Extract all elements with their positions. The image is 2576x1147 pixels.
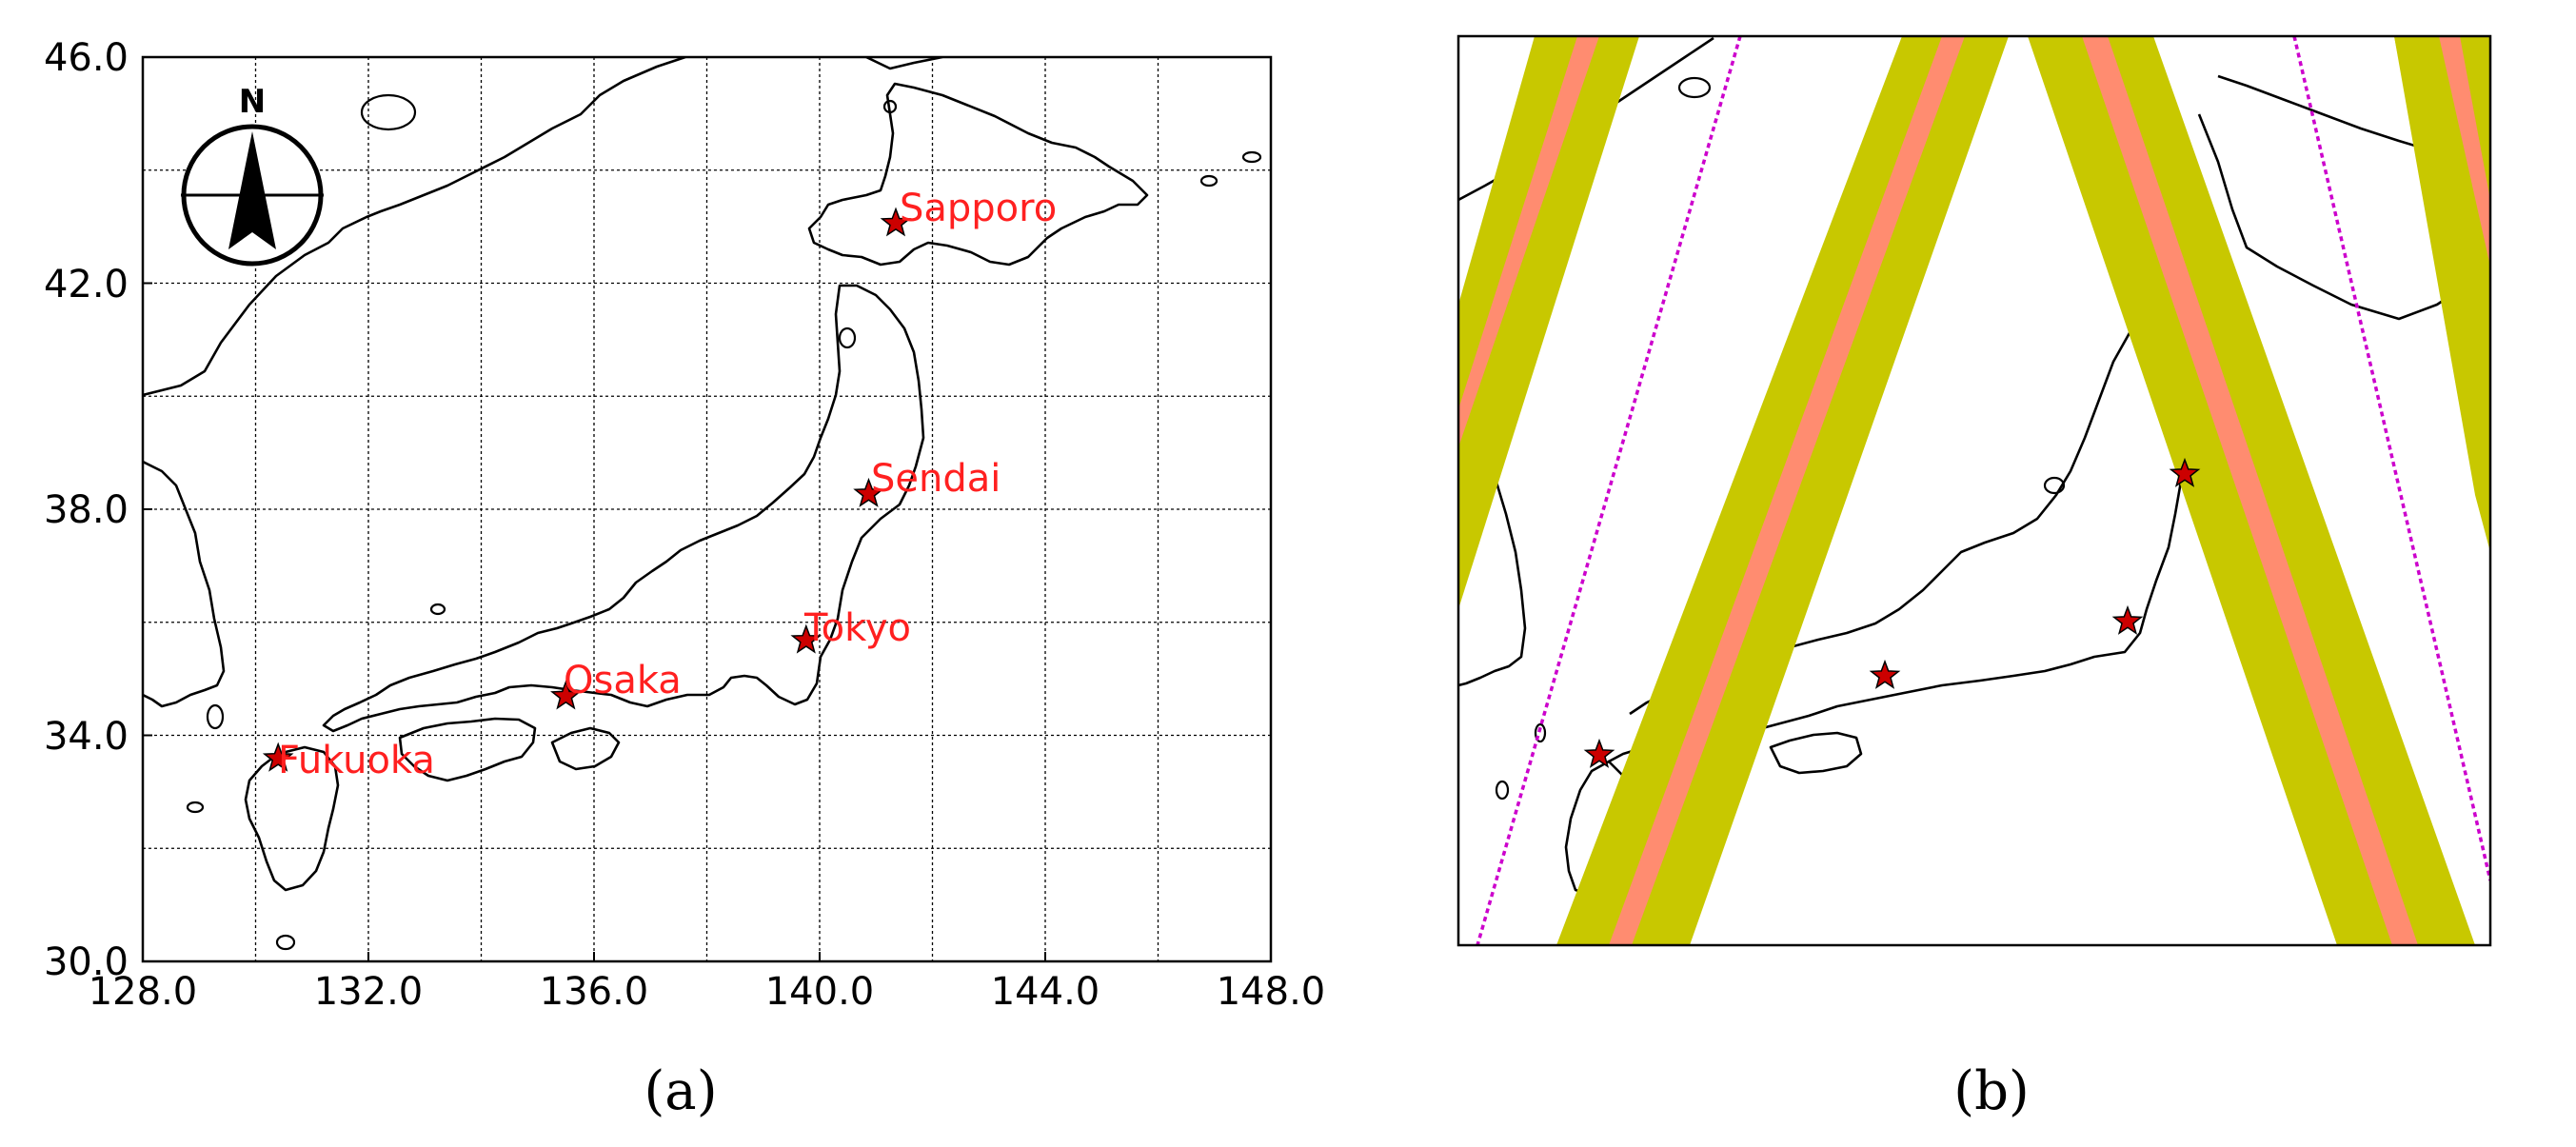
track-line <box>1476 36 1742 945</box>
city-label-sendai: Sendai <box>871 457 1001 501</box>
swath-band <box>2394 36 2490 552</box>
x-tick-label: 132.0 <box>314 970 424 1014</box>
panel-a-tick-marks <box>142 56 1272 962</box>
city-label-tokyo: Tokyo <box>803 606 911 650</box>
panel-a: 128.0 132.0 136.0 140.0 144.0 148.0 30.0… <box>44 36 1325 1122</box>
city-marker-osaka <box>1869 659 1901 689</box>
north-arrow-icon: N <box>181 83 324 267</box>
city-marker-fukuoka <box>1583 738 1615 768</box>
panel-a-gridlines <box>143 57 1271 961</box>
city-markers <box>1583 457 2201 768</box>
y-tick-label: 38.0 <box>44 488 129 532</box>
swath-band <box>1458 36 1639 609</box>
y-tick-label: 34.0 <box>44 715 129 759</box>
swath-center-band <box>1458 36 1599 447</box>
city-marker-osaka <box>550 680 582 710</box>
ground-tracks <box>1476 36 2490 945</box>
city-marker-sapporo <box>880 207 912 237</box>
panel-a-label: (a) <box>644 1060 717 1122</box>
panel-b-frame <box>1456 34 2492 947</box>
north-letter: N <box>239 83 266 121</box>
panel-a-x-tick-labels: 128.0 132.0 136.0 140.0 144.0 148.0 <box>89 970 1326 1014</box>
x-tick-label: 148.0 <box>1217 970 1326 1014</box>
city-marker-sendai <box>2169 457 2201 487</box>
city-label-fukuoka: Fukuoka <box>278 739 435 782</box>
track-line <box>2292 36 2490 881</box>
city-markers <box>262 207 912 772</box>
y-tick-label: 42.0 <box>44 263 129 307</box>
satellite-swaths <box>1458 36 2490 945</box>
panel-b-map <box>1458 36 2490 945</box>
x-tick-label: 128.0 <box>89 970 198 1014</box>
y-tick-label: 46.0 <box>44 36 129 80</box>
x-tick-label: 144.0 <box>991 970 1100 1014</box>
panel-a-y-tick-labels: 30.0 34.0 38.0 42.0 46.0 <box>44 36 129 984</box>
city-labels: Sapporo Sendai Tokyo Osaka Fukuoka <box>278 187 1057 782</box>
panel-b: (b) <box>1456 34 2492 1122</box>
panel-a-coastlines <box>143 57 1262 951</box>
swath-center-band <box>2082 36 2418 945</box>
city-marker-fukuoka <box>262 742 294 772</box>
city-label-osaka: Osaka <box>564 659 682 702</box>
x-tick-label: 140.0 <box>765 970 875 1014</box>
swath-center-band <box>2439 36 2490 267</box>
city-marker-sendai <box>853 477 884 507</box>
panel-b-label: (b) <box>1953 1060 2030 1122</box>
swath-center-band <box>1609 36 1965 945</box>
city-label-sapporo: Sapporo <box>900 187 1057 230</box>
city-marker-tokyo <box>790 623 822 654</box>
city-marker-tokyo <box>2111 604 2144 635</box>
x-tick-label: 136.0 <box>540 970 649 1014</box>
y-tick-label: 30.0 <box>44 940 129 984</box>
